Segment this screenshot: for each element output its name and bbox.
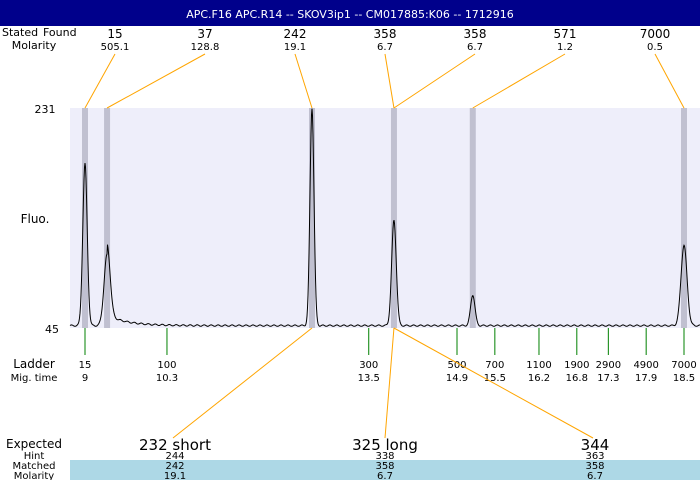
peak-band [390, 108, 397, 328]
ladder-size: 300 [359, 360, 378, 371]
found-molarity: 6.7 [377, 42, 393, 53]
expected-label: 232 short [139, 436, 211, 454]
ladder-mig-time: 9 [82, 373, 88, 384]
expected-leader-line [172, 327, 313, 439]
matched-molarity: 19.1 [164, 471, 186, 480]
found-label: Found [43, 26, 77, 39]
ladder-size: 700 [485, 360, 504, 371]
found-leader-line [384, 53, 395, 109]
header-bar [0, 0, 700, 26]
found-molarity: 6.7 [467, 42, 483, 53]
expected-label: Expected [6, 437, 62, 451]
found-leader-line [294, 53, 313, 109]
expected-leader-line [393, 327, 594, 439]
ladder-mig-time: 15.5 [484, 373, 506, 384]
hint-label: Hint [24, 451, 45, 462]
expected-label: 344 [581, 436, 610, 454]
found-leader-line [106, 53, 206, 109]
matched-row-bg [70, 460, 700, 480]
peak-band [469, 108, 476, 328]
ladder-size: 1900 [564, 360, 589, 371]
found-molarity: 0.5 [647, 42, 663, 53]
ladder-size: 2900 [596, 360, 621, 371]
found-size: 358 [374, 27, 397, 41]
ladder-mig-time: 17.9 [635, 373, 657, 384]
ladder-mig-time: 14.9 [446, 373, 468, 384]
found-size: 15 [107, 27, 122, 41]
molarity-label: Molarity [12, 39, 57, 52]
ladder-size: 100 [157, 360, 176, 371]
y-tick-min: 45 [45, 323, 59, 336]
ladder-mig-time: 17.3 [597, 373, 619, 384]
ladder-size: 4900 [633, 360, 658, 371]
peak-band [82, 108, 88, 328]
mig-time-label: Mig. time [11, 373, 58, 384]
found-size: 7000 [640, 27, 671, 41]
found-leader-line [84, 53, 116, 109]
matched-value: 358 [375, 461, 394, 472]
peak-band [681, 108, 687, 328]
ladder-mig-time: 16.2 [528, 373, 550, 384]
fluorescence-trace [69, 108, 700, 327]
hint-value: 338 [375, 451, 394, 462]
found-size: 571 [554, 27, 577, 41]
expected-leader-line [384, 327, 395, 439]
found-molarity: 505.1 [101, 42, 130, 53]
found-size: 242 [284, 27, 307, 41]
peak-band [104, 108, 111, 328]
matched-label: Matched [12, 461, 55, 472]
ladder-mig-time: 18.5 [673, 373, 695, 384]
ladder-mig-time: 16.8 [566, 373, 588, 384]
y-axis-label: Fluo. [21, 212, 50, 226]
stated-label: Stated [2, 26, 38, 39]
found-molarity: 128.8 [191, 42, 220, 53]
header-title: APC.F16 APC.R14 -- SKOV3ip1 -- CM017885:… [186, 8, 514, 21]
molarity-bottom-label: Molarity [14, 471, 54, 480]
ladder-mig-time: 13.5 [358, 373, 380, 384]
found-size: 37 [197, 27, 212, 41]
ladder-mig-time: 10.3 [156, 373, 178, 384]
found-leader-line [472, 53, 566, 109]
peak-band [308, 108, 315, 328]
found-leader-line [654, 53, 685, 109]
matched-molarity: 6.7 [377, 471, 393, 480]
hint-value: 244 [165, 451, 184, 462]
ladder-size: 7000 [671, 360, 696, 371]
ladder-size: 15 [79, 360, 92, 371]
expected-label: 325 long [352, 436, 418, 454]
matched-value: 358 [585, 461, 604, 472]
y-tick-max: 231 [35, 103, 56, 116]
hint-value: 363 [585, 451, 604, 462]
found-leader-line [393, 53, 476, 109]
plot-area [70, 108, 700, 328]
ladder-label: Ladder [13, 357, 55, 371]
matched-value: 242 [165, 461, 184, 472]
found-molarity: 19.1 [284, 42, 306, 53]
found-size: 358 [464, 27, 487, 41]
found-molarity: 1.2 [557, 42, 573, 53]
matched-molarity: 6.7 [587, 471, 603, 480]
ladder-size: 1100 [526, 360, 551, 371]
ladder-size: 500 [447, 360, 466, 371]
